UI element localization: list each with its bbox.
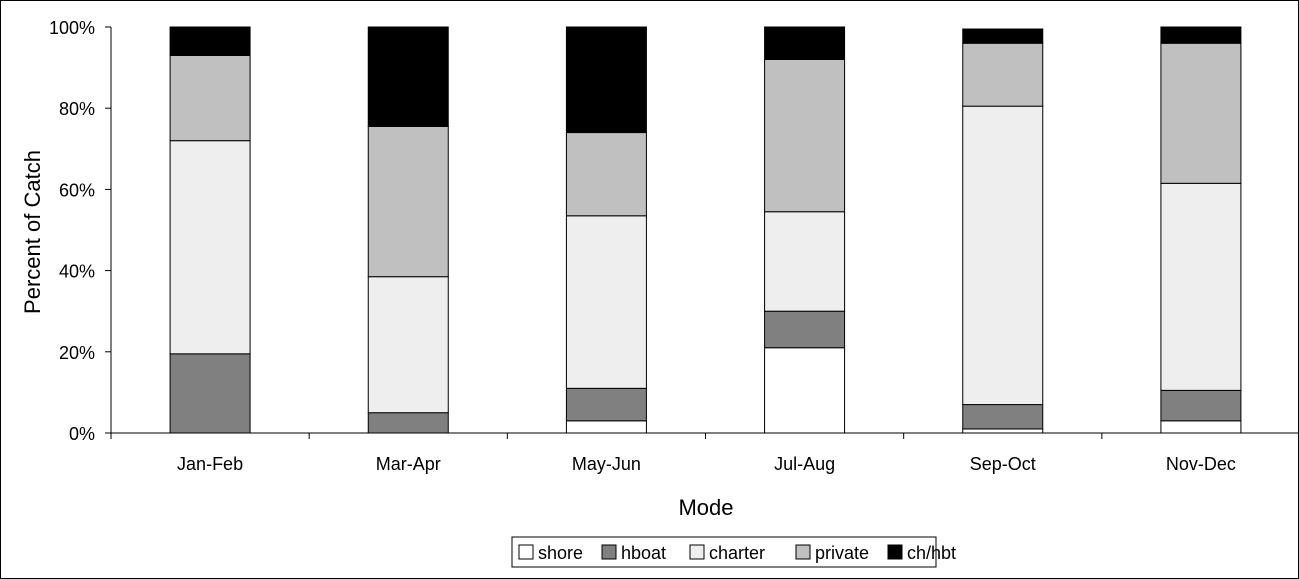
bar-stack-jan-feb: [169, 26, 251, 434]
legend-box: [511, 536, 937, 568]
y-tick-label: 20%: [59, 343, 95, 363]
bar-segment-private: [764, 58, 846, 213]
bar-segment-ch-hbt: [962, 28, 1044, 44]
bar-stack-sep-oct: [962, 28, 1044, 434]
x-tick-label: May-Jun: [572, 454, 641, 474]
legend-item-charter: charter: [689, 543, 765, 563]
bar-segment-shore: [962, 428, 1044, 434]
x-tick-label: Sep-Oct: [970, 454, 1036, 474]
y-tick-label: 40%: [59, 262, 95, 282]
bar-segment-hboat: [1160, 389, 1242, 422]
legend-item-shore: shore: [518, 543, 583, 563]
legend-label: private: [815, 543, 869, 563]
y-tick-label: 80%: [59, 99, 95, 119]
y-tick-label: 0%: [69, 424, 95, 444]
bar-segment-shore: [764, 347, 846, 434]
bar-stack-mar-apr: [367, 26, 449, 434]
y-tick-label: 100%: [49, 18, 95, 38]
bar-stack-may-jun: [565, 26, 647, 434]
x-tick-label: Mar-Apr: [376, 454, 441, 474]
x-tick-label: Jul-Aug: [774, 454, 835, 474]
bar-segment-ch-hbt: [1160, 26, 1242, 44]
legend-swatch: [689, 544, 705, 560]
plot-area: [169, 26, 1242, 434]
legend-item-hboat: hboat: [601, 543, 666, 563]
x-tick-label: Nov-Dec: [1166, 454, 1236, 474]
bar-segment-charter: [367, 276, 449, 414]
legend-label: shore: [538, 543, 583, 563]
legend-item-private: private: [795, 543, 869, 563]
bar-segment-shore: [1160, 420, 1242, 434]
x-axis: Jan-Feb Mar-Apr May-Jun Jul-Aug Sep-Oct Nov-D…: [110, 432, 1299, 474]
bar-segment-hboat: [962, 404, 1044, 430]
bar-segment-charter: [1160, 182, 1242, 391]
y-axis: 0% 20% 40% 60% 80% 100%: [49, 18, 112, 444]
bar-stack-nov-dec: [1160, 26, 1242, 434]
y-tick-label: 60%: [59, 180, 95, 200]
legend-swatch: [601, 544, 617, 560]
legend-swatch: [795, 544, 811, 560]
bar-segment-hboat: [367, 412, 449, 434]
y-axis-title: Percent of Catch: [20, 150, 45, 314]
bar-segment-ch-hbt: [565, 26, 647, 134]
legend-label: charter: [709, 543, 765, 563]
bar-segment-hboat: [764, 310, 846, 349]
bar-segment-private: [962, 42, 1044, 107]
bar-segment-ch-hbt: [367, 26, 449, 127]
legend-swatch: [887, 544, 903, 560]
bar-segment-ch-hbt: [764, 26, 846, 60]
legend: shore hboat charter private ch/hbt: [511, 536, 956, 568]
bar-segment-charter: [764, 211, 846, 312]
legend-swatch: [518, 544, 534, 560]
bar-segment-private: [169, 54, 251, 142]
bar-segment-private: [565, 132, 647, 217]
bar-segment-shore: [565, 420, 647, 434]
legend-item-ch-hbt: ch/hbt: [887, 543, 956, 563]
bar-segment-private: [367, 125, 449, 278]
x-tick-label: Jan-Feb: [177, 454, 243, 474]
bar-segment-hboat: [565, 387, 647, 422]
legend-label: hboat: [621, 543, 666, 563]
bar-segment-charter: [962, 105, 1044, 406]
bar-segment-private: [1160, 42, 1242, 184]
bar-segment-charter: [169, 140, 251, 355]
bar-segment-charter: [565, 215, 647, 389]
bar-segment-hboat: [169, 353, 251, 434]
x-axis-title: Mode: [678, 495, 733, 520]
legend-label: ch/hbt: [907, 543, 956, 563]
bar-stack-jul-aug: [764, 26, 846, 434]
bar-segment-ch-hbt: [169, 26, 251, 56]
